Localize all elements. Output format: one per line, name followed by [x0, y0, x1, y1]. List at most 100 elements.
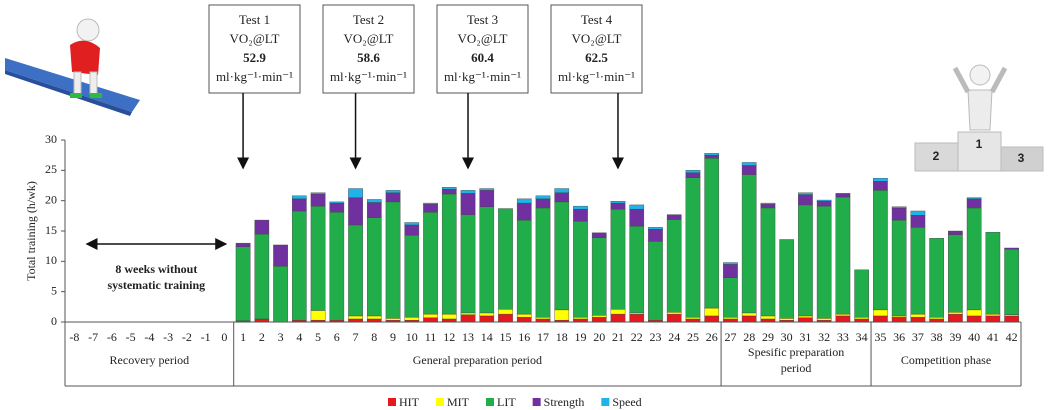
x-tick-label: 3	[278, 330, 284, 344]
bar-segment	[386, 193, 400, 202]
x-tick-label: 35	[874, 330, 886, 344]
bar-segment	[855, 319, 869, 322]
bar-segment	[330, 203, 344, 212]
bar-segment	[480, 316, 494, 322]
bar-segment	[480, 189, 494, 191]
annotation-text: systematic training	[108, 278, 206, 292]
bar-segment	[311, 320, 325, 322]
bar-segment	[686, 173, 700, 178]
bar-segment	[517, 317, 531, 322]
bar-segment	[705, 316, 719, 322]
bar-segment	[686, 178, 700, 318]
bar-segment	[723, 263, 737, 265]
bar-segment	[742, 316, 756, 322]
bar-segment	[780, 239, 794, 318]
legend-label: HIT	[399, 395, 420, 409]
bar-segment	[236, 243, 250, 247]
bar-segment	[255, 234, 269, 319]
bar-segment	[705, 308, 719, 316]
bar-segment	[555, 189, 569, 193]
bar-segment	[742, 313, 756, 316]
bar-segment	[348, 225, 362, 316]
x-tick-label: 19	[574, 330, 586, 344]
x-tick-label: 26	[706, 330, 718, 344]
bar-segment	[536, 208, 550, 317]
bar-segment	[517, 220, 531, 314]
bar-segment	[367, 202, 381, 217]
bar-segment	[348, 189, 362, 198]
bar-segment	[330, 320, 344, 322]
bar-segment	[723, 317, 737, 319]
bar-segment	[986, 316, 1000, 322]
bar-segment	[723, 319, 737, 322]
y-tick-label: 10	[45, 253, 57, 267]
bar-segment	[1005, 249, 1019, 315]
bar-segment	[911, 314, 925, 317]
bar-segment	[911, 227, 925, 314]
legend-swatch	[533, 398, 541, 406]
bar-segment	[948, 314, 962, 322]
bar-segment	[255, 319, 269, 322]
bar-segment	[273, 245, 287, 266]
x-tick-label: 34	[856, 330, 868, 344]
bar-segment	[573, 221, 587, 317]
bar-segment	[348, 198, 362, 225]
bar-segment	[723, 278, 737, 317]
bar-segment	[836, 193, 850, 197]
bar-segment	[555, 310, 569, 320]
bar-segment	[442, 314, 456, 319]
bar-segment	[423, 212, 437, 314]
bar-segment	[461, 315, 475, 322]
podium-label: 1	[976, 137, 983, 151]
x-tick-label: 25	[687, 330, 699, 344]
bar-segment	[892, 207, 906, 208]
bar-segment	[948, 231, 962, 235]
bar-segment	[873, 316, 887, 322]
bar-segment	[367, 316, 381, 319]
legend-swatch	[388, 398, 396, 406]
bar-segment	[461, 313, 475, 315]
bar-segment	[442, 319, 456, 322]
legend-label: LIT	[497, 395, 516, 409]
x-tick-label: 9	[390, 330, 396, 344]
x-tick-label: 40	[968, 330, 980, 344]
x-tick-label: 15	[500, 330, 512, 344]
bar-segment	[536, 319, 550, 322]
bar-segment	[311, 194, 325, 206]
bar-segment	[1005, 316, 1019, 322]
test-measure: VO₂@LT	[572, 31, 622, 46]
test-value: 60.4	[471, 50, 494, 65]
bar-segment	[667, 312, 681, 314]
bar-segment	[423, 318, 437, 322]
bar-segment	[573, 317, 587, 319]
y-tick-label: 0	[51, 314, 57, 328]
bar-segment	[686, 319, 700, 322]
phase-label: Competition phase	[901, 353, 991, 367]
x-tick-label: 38	[931, 330, 943, 344]
bar-segment	[836, 314, 850, 316]
bar-segment	[386, 202, 400, 318]
bar-segment	[742, 162, 756, 165]
bar-segment	[705, 155, 719, 158]
bar-segment	[423, 204, 437, 212]
bar-segment	[311, 206, 325, 310]
bar-segment	[836, 197, 850, 314]
bar-segment	[611, 309, 625, 314]
bar-segment	[761, 316, 775, 319]
bar-segment	[461, 193, 475, 214]
bar-segment	[742, 165, 756, 174]
bar-segment	[1005, 248, 1019, 249]
bar-segment	[892, 220, 906, 316]
x-tick-label: -3	[163, 330, 173, 344]
bar-segment	[948, 312, 962, 314]
bar-segment	[798, 195, 812, 205]
bar-segment	[461, 215, 475, 313]
bar-segment	[461, 190, 475, 193]
bar-segment	[592, 238, 606, 316]
y-tick-label: 15	[45, 223, 57, 237]
x-tick-label: 16	[518, 330, 530, 344]
x-tick-label: 39	[949, 330, 961, 344]
bar-segment	[742, 175, 756, 313]
bar-segment	[498, 209, 512, 310]
x-tick-label: -2	[182, 330, 192, 344]
